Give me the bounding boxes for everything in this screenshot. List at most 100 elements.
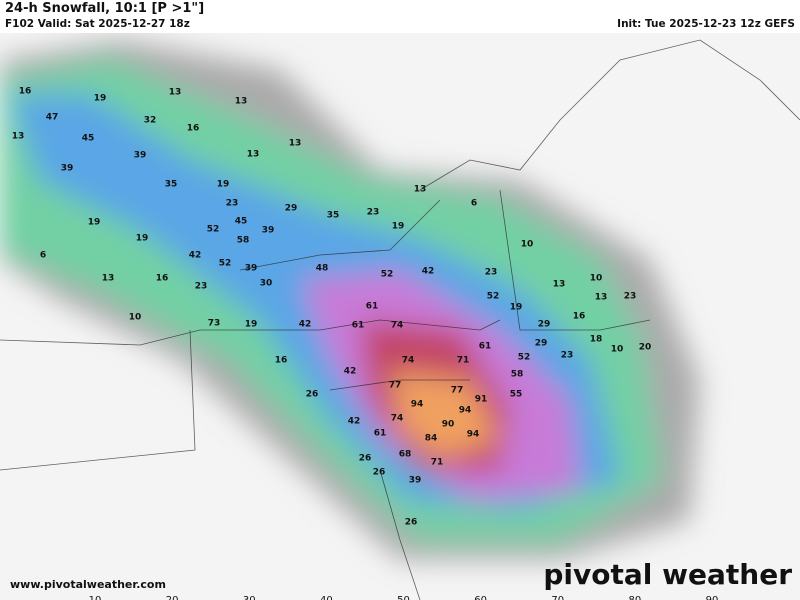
footer-url: www.pivotalweather.com (10, 578, 166, 591)
snow-label: 19 (94, 94, 107, 104)
snow-label: 16 (156, 274, 169, 284)
snow-label: 42 (299, 320, 312, 330)
snow-label: 10 (129, 313, 142, 323)
snow-label: 23 (195, 282, 208, 292)
colorbar-tick-label: 50 (397, 595, 410, 600)
snow-label: 61 (352, 321, 365, 331)
snow-label: 30 (260, 279, 273, 289)
snow-label: 23 (561, 351, 574, 361)
snow-label: 13 (289, 139, 302, 149)
snow-label: 61 (479, 342, 492, 352)
snow-label: 39 (61, 164, 74, 174)
snow-label: 45 (235, 217, 248, 227)
snow-label: 52 (219, 259, 232, 269)
snow-label: 10 (521, 240, 534, 250)
snow-label: 16 (187, 124, 200, 134)
labels: 16 19 13 13 47 32 13 45 16 13 39 13 39 35 19 13 23 29 35 23… (12, 87, 652, 528)
snow-label: 74 (391, 414, 404, 424)
valid-time: F102 Valid: Sat 2025-12-27 18z (5, 18, 190, 30)
snow-label: 13 (247, 150, 260, 160)
snow-label: 13 (414, 185, 427, 195)
snow-label: 23 (485, 268, 498, 278)
snow-label: 73 (208, 319, 221, 329)
snow-label: 58 (237, 236, 250, 246)
snow-label: 90 (442, 420, 455, 430)
header-bar (0, 0, 800, 33)
snow-label: 71 (457, 356, 470, 366)
snow-label: 45 (82, 134, 95, 144)
snow-label: 13 (169, 88, 182, 98)
snow-label: 6 (471, 199, 477, 209)
snow-label: 13 (102, 274, 115, 284)
snow-label: 26 (405, 518, 418, 528)
snow-label: 29 (538, 320, 551, 330)
snow-label: 91 (475, 395, 488, 405)
snow-label: 26 (359, 454, 372, 464)
snow-label: 16 (573, 312, 586, 322)
snow-label: 48 (316, 264, 329, 274)
snow-label: 19 (245, 320, 258, 330)
snow-label: 23 (226, 199, 239, 209)
snow-label: 42 (344, 367, 357, 377)
colorbar-tick-label: 60 (474, 595, 487, 600)
snow-label: 23 (367, 208, 380, 218)
snow-label: 39 (409, 476, 422, 486)
colorbar-tick-label: 10 (89, 595, 102, 600)
snow-label: 77 (451, 386, 464, 396)
colorbar-tick-label: 30 (243, 595, 256, 600)
snow-label: 29 (535, 339, 548, 349)
snow-label: 35 (327, 211, 340, 221)
snow-label: 19 (392, 222, 405, 232)
snow-label: 13 (235, 97, 248, 107)
snow-label: 61 (366, 302, 379, 312)
snow-label: 10 (611, 345, 624, 355)
snow-label: 13 (553, 280, 566, 290)
snow-label: 23 (624, 292, 637, 302)
snow-label: 58 (511, 370, 524, 380)
snow-label: 52 (381, 270, 394, 280)
colorbar-tick-label: 40 (320, 595, 333, 600)
snow-label: 94 (459, 406, 472, 416)
snow-label: 18 (590, 335, 603, 345)
snow-label: 16 (275, 356, 288, 366)
snow-label: 52 (518, 353, 531, 363)
snow-label: 42 (189, 251, 202, 261)
snow-label: 26 (373, 468, 386, 478)
snow-label: 19 (217, 180, 230, 190)
snow-label: 35 (165, 180, 178, 190)
snow-label: 19 (136, 234, 149, 244)
snow-label: 42 (422, 267, 435, 277)
snow-label: 32 (144, 116, 157, 126)
snow-label: 39 (245, 264, 258, 274)
snow-label: 52 (487, 292, 500, 302)
snow-label: 74 (402, 356, 415, 366)
colorbar-tick-label: 20 (166, 595, 179, 600)
snow-label: 68 (399, 450, 412, 460)
snow-label: 84 (425, 434, 438, 444)
snow-label: 39 (134, 151, 147, 161)
snow-label: 94 (467, 430, 480, 440)
snow-label: 71 (431, 458, 444, 468)
init-time: Init: Tue 2025-12-23 12z GEFS (617, 18, 795, 30)
snow-label: 77 (389, 381, 402, 391)
snow-label: 55 (510, 390, 523, 400)
snow-label: 94 (411, 400, 424, 410)
snow-label: 16 (19, 87, 32, 97)
snow-label: 13 (595, 293, 608, 303)
snow-label: 19 (88, 218, 101, 228)
colorbar-tick-label: 80 (629, 595, 642, 600)
snow-label: 29 (285, 204, 298, 214)
colorbar: 10 20 30 40 50 60 70 80 90 (89, 595, 719, 600)
snow-label: 13 (12, 132, 25, 142)
snow-label: 6 (40, 251, 46, 261)
borders (0, 39, 800, 600)
snow-label: 74 (391, 321, 404, 331)
snow-label: 52 (207, 225, 220, 235)
title: 24-h Snowfall, 10:1 [P >1"] (5, 1, 204, 16)
snow-label: 20 (639, 343, 652, 353)
snow-label: 42 (348, 417, 361, 427)
probability-shading (0, 40, 700, 560)
logo: pivotal weather (543, 558, 792, 591)
